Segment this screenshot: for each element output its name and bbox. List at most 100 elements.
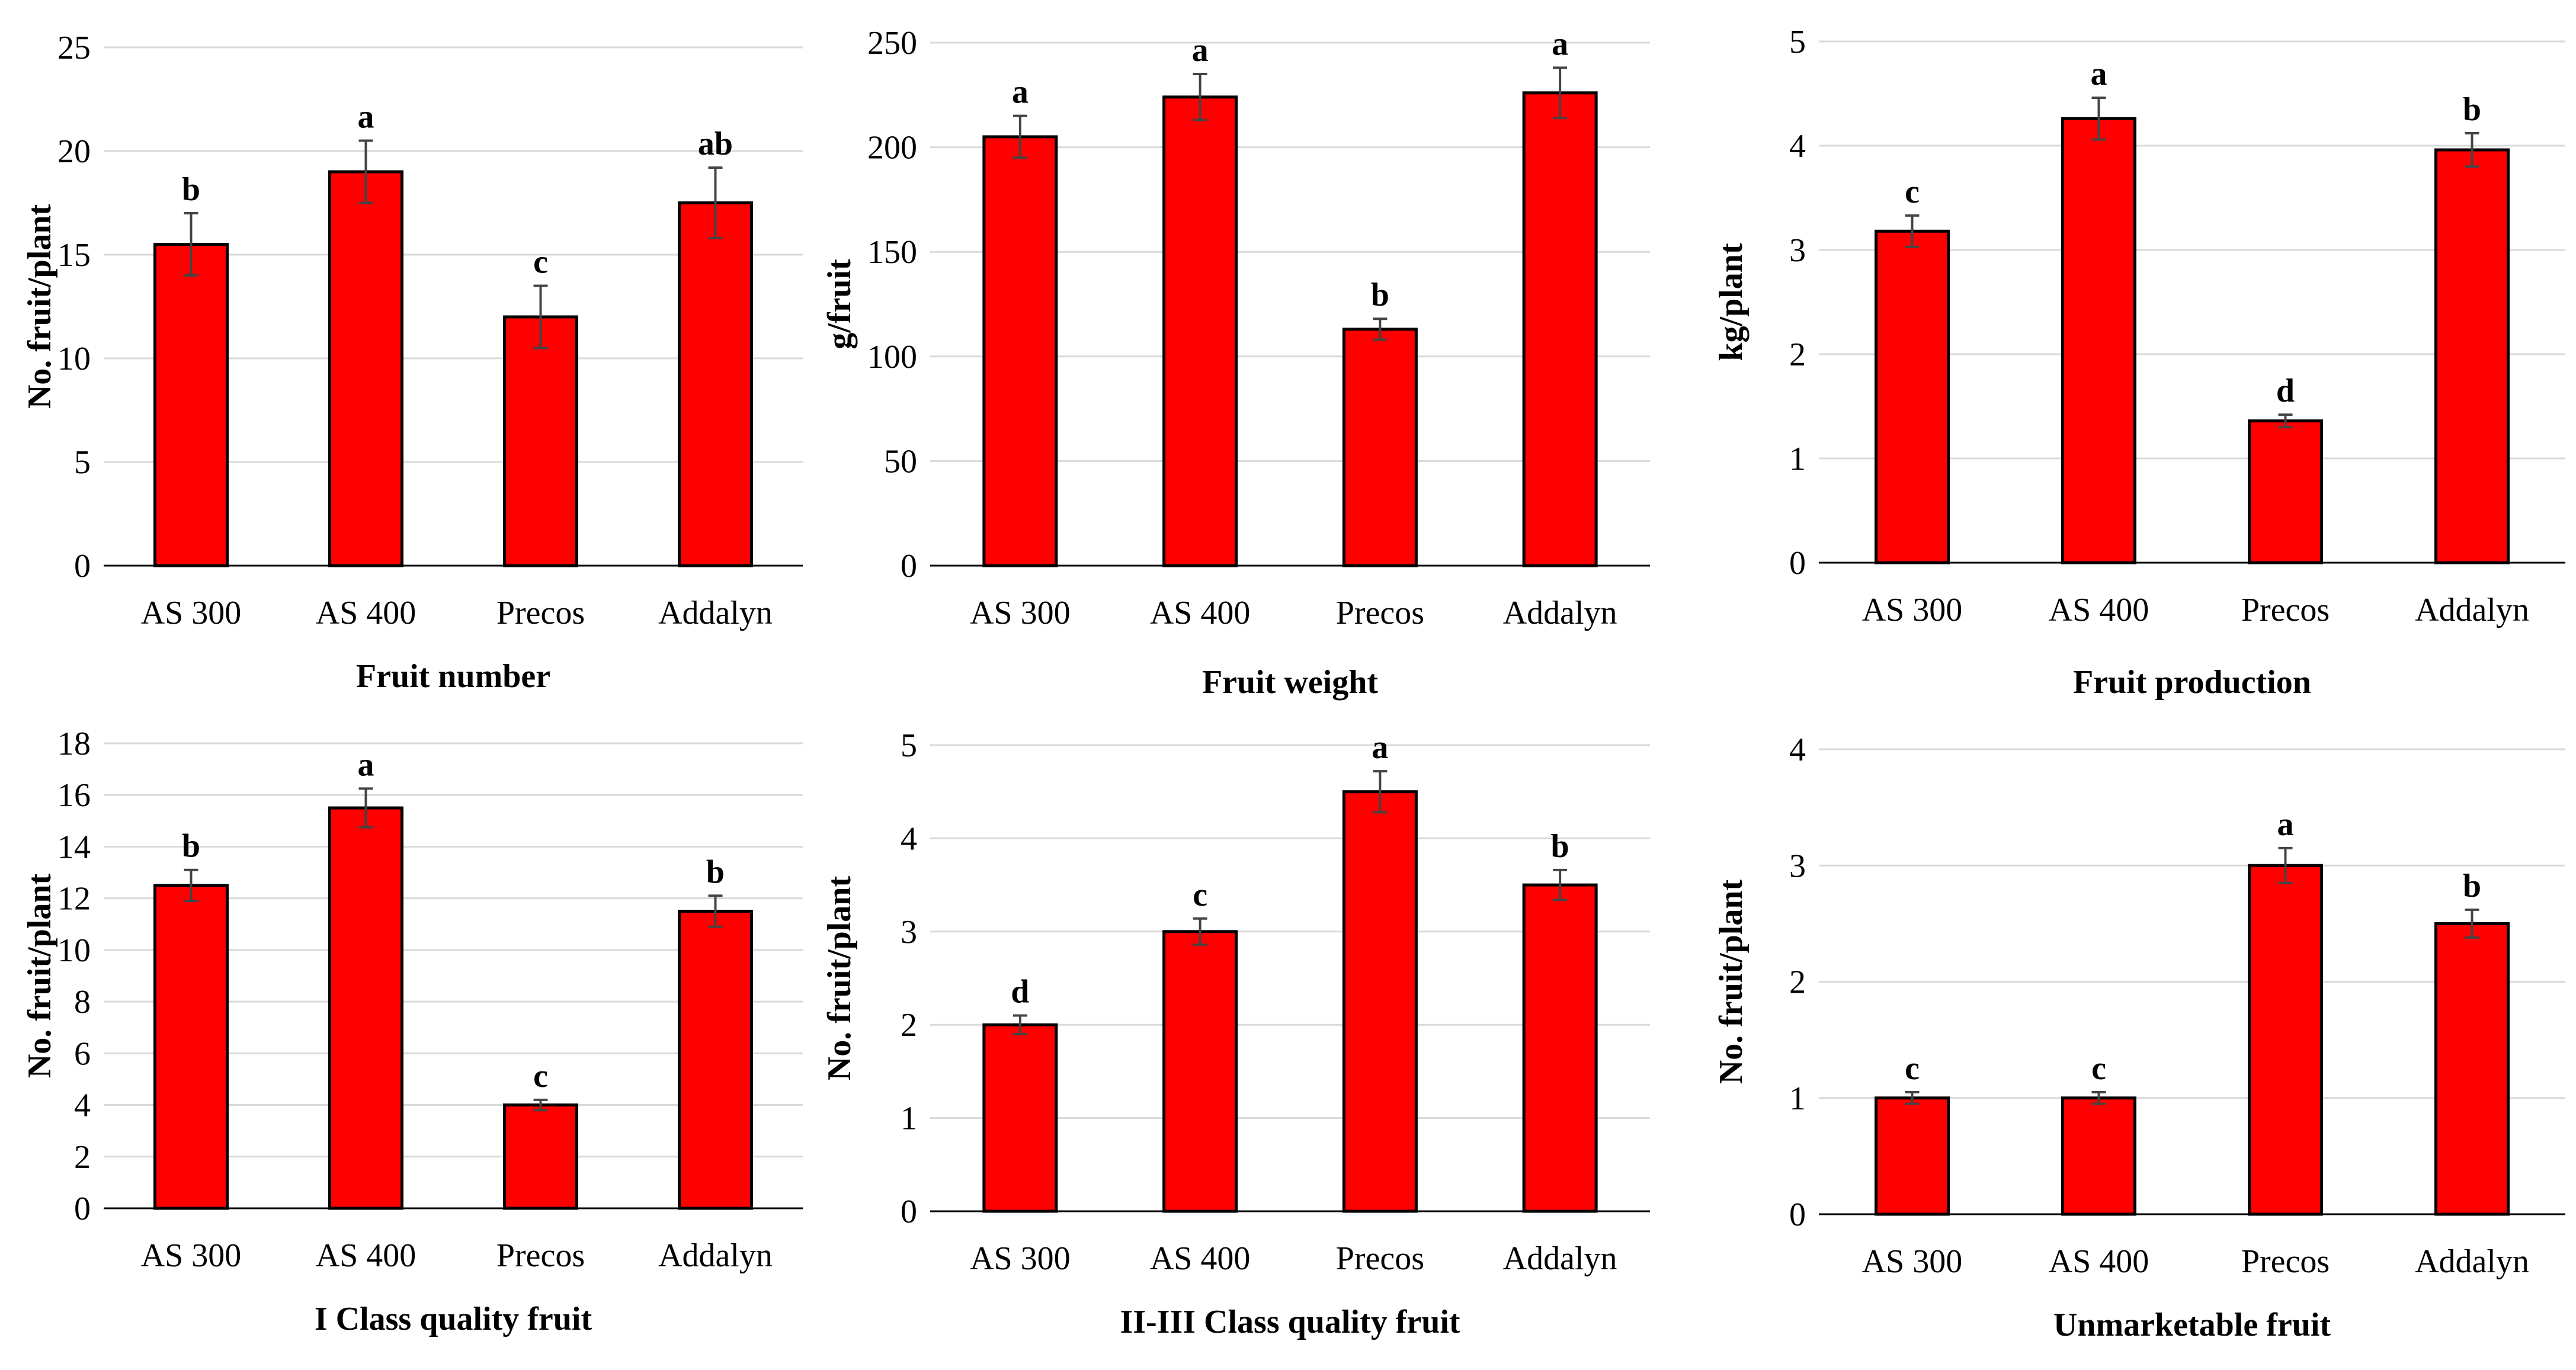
y-tick-label: 200	[867, 130, 917, 166]
significance-letter: a	[1372, 729, 1388, 766]
y-tick-label: 3	[901, 914, 917, 951]
y-tick-label: 3	[1789, 848, 1806, 884]
x-tick-label: Addalyn	[1503, 595, 1617, 631]
bar	[2248, 419, 2323, 564]
bar	[503, 1103, 578, 1210]
significance-letter: a	[358, 99, 374, 136]
bar	[503, 315, 578, 567]
y-tick-label: 0	[901, 1193, 917, 1230]
significance-letter: b	[1371, 277, 1389, 313]
x-tick-label: AS 400	[2049, 1243, 2149, 1280]
chart-title: II-III Class quality fruit	[1120, 1304, 1460, 1340]
y-axis-label: No. fruit/plant	[21, 873, 58, 1078]
bar	[1522, 91, 1598, 567]
chart-panel: 0 2 4 6 8 10 12 14 16 18 b AS 300 a AS 400 c Precos b Add…	[21, 726, 803, 1337]
x-tick-label: Addalyn	[2415, 1243, 2529, 1280]
y-tick-label: 12	[57, 881, 91, 917]
y-tick-label: 250	[867, 25, 917, 62]
y-tick-label: 1	[901, 1101, 917, 1137]
x-tick-label: Precos	[1336, 1240, 1424, 1277]
significance-letter: c	[1193, 877, 1207, 913]
y-tick-label: 5	[901, 727, 917, 764]
y-tick-label: 20	[57, 133, 91, 170]
x-tick-label: AS 400	[316, 1237, 416, 1274]
bar	[2061, 117, 2136, 564]
bar	[153, 884, 229, 1210]
y-tick-label: 10	[57, 932, 91, 969]
y-tick-label: 15	[57, 237, 91, 274]
significance-letter: ab	[698, 126, 733, 162]
y-tick-label: 6	[74, 1035, 91, 1072]
significance-letter: c	[2091, 1050, 2106, 1087]
x-tick-label: Precos	[2241, 592, 2330, 628]
bar	[328, 806, 403, 1210]
y-axis-label: No. fruit/plant	[821, 875, 858, 1080]
bar	[1875, 1096, 1950, 1216]
significance-letter: b	[2463, 91, 2481, 128]
y-tick-label: 0	[901, 548, 917, 585]
chart-panel: 0 5 10 15 20 25 b AS 300 a AS 400 c Precos ab Addalyn…	[21, 30, 803, 695]
y-tick-label: 5	[1789, 24, 1806, 60]
significance-letter: c	[1905, 1050, 1920, 1087]
bar	[1522, 883, 1598, 1213]
significance-letter: b	[1551, 828, 1569, 865]
bar	[2434, 148, 2510, 564]
y-tick-label: 0	[1789, 1196, 1806, 1233]
bar	[982, 135, 1058, 567]
significance-letter: b	[182, 828, 200, 865]
significance-letter: a	[2091, 56, 2107, 92]
bar	[2434, 922, 2510, 1216]
chart-title: Fruit production	[2073, 664, 2311, 701]
x-tick-label: Addalyn	[2415, 592, 2529, 628]
chart-title: Fruit weight	[1202, 664, 1378, 701]
x-tick-label: AS 400	[2049, 592, 2149, 628]
bar	[153, 243, 229, 567]
bar	[328, 170, 403, 567]
y-tick-label: 2	[74, 1139, 91, 1176]
chart-panel: 0 1 2 3 4 5 c AS 300 a AS 400 d Precos b Addalyn Fruit…	[1713, 24, 2565, 701]
x-tick-label: Addalyn	[1503, 1240, 1617, 1277]
y-tick-label: 25	[57, 30, 91, 66]
chart-title: I Class quality fruit	[315, 1301, 592, 1337]
significance-letter: a	[1552, 25, 1568, 62]
y-tick-label: 3	[1789, 232, 1806, 269]
bar	[2248, 864, 2323, 1216]
y-tick-label: 5	[74, 444, 91, 481]
bar	[2061, 1096, 2136, 1216]
y-axis-label: No. fruit/plant	[1713, 879, 1750, 1084]
y-tick-label: 4	[74, 1087, 91, 1124]
y-tick-label: 150	[867, 234, 917, 271]
chart-panel: 0 1 2 3 4 5 d AS 300 c AS 400 a Precos b Addalyn II-II…	[821, 727, 1650, 1340]
x-tick-label: AS 300	[970, 1240, 1071, 1277]
bar	[1162, 95, 1238, 567]
x-tick-label: Addalyn	[658, 1237, 773, 1274]
x-tick-label: AS 400	[316, 595, 416, 631]
y-tick-label: 4	[901, 820, 917, 857]
x-tick-label: AS 400	[1150, 1240, 1251, 1277]
y-axis-label: No. fruit/plant	[21, 204, 58, 409]
y-tick-label: 1	[1789, 1080, 1806, 1117]
significance-letter: a	[1012, 74, 1029, 111]
x-tick-label: AS 300	[1862, 592, 1963, 628]
chart-panel: 0 50 100 150 200 250 a AS 300 a AS 400 b Precos a Add…	[821, 25, 1650, 701]
y-tick-label: 14	[57, 829, 91, 865]
bar	[1875, 229, 1950, 564]
significance-letter: d	[2276, 373, 2295, 409]
y-tick-label: 8	[74, 984, 91, 1021]
y-axis-label: kg/plant	[1713, 243, 1750, 361]
y-tick-label: 100	[867, 339, 917, 376]
x-tick-label: AS 400	[1150, 595, 1251, 631]
x-tick-label: Precos	[496, 1237, 585, 1274]
x-tick-label: AS 300	[970, 595, 1071, 631]
y-tick-label: 0	[74, 1191, 91, 1227]
significance-letter: a	[358, 746, 374, 783]
significance-letter: a	[2277, 806, 2294, 843]
bar	[1162, 930, 1238, 1213]
y-tick-label: 16	[57, 777, 91, 814]
y-tick-label: 4	[1789, 128, 1806, 165]
y-tick-label: 10	[57, 341, 91, 377]
y-tick-label: 50	[884, 443, 917, 480]
x-tick-label: Precos	[496, 595, 585, 631]
significance-letter: b	[2463, 868, 2481, 904]
